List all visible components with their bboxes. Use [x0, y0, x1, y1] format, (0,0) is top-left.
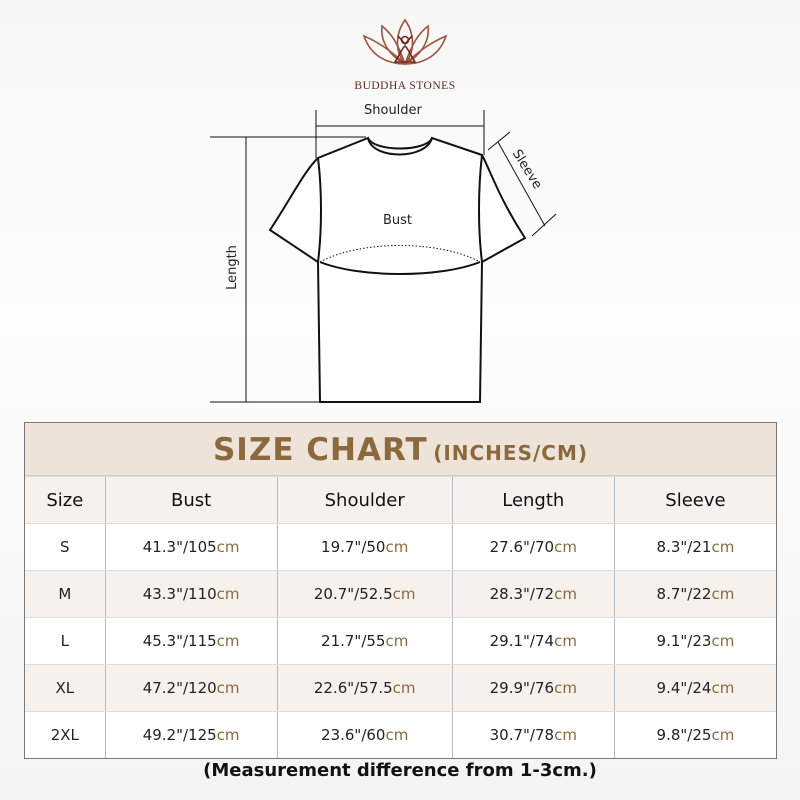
table-row: XL 47.2"/120 cm 22.6"/57.5 cm 29.9"/76 cm 9.4"/… — [25, 664, 776, 711]
cell-value: 29.9"/76 — [489, 679, 555, 697]
table-cell: 9.1"/23 cm — [613, 618, 776, 664]
cell-value: 23.6"/60 — [321, 726, 386, 744]
table-cell: 19.7"/50 cm — [276, 524, 452, 570]
shoulder-label: Shoulder — [364, 103, 422, 118]
unit-suffix: cm — [554, 538, 577, 556]
cell-value: 8.7"/22 — [656, 585, 712, 603]
cell-value: 19.7"/50 — [321, 538, 386, 556]
unit-suffix: cm — [392, 679, 416, 697]
cell-value: S — [60, 538, 70, 556]
table-cell: 47.2"/120 cm — [104, 665, 277, 711]
table-cell: 9.4"/24 cm — [613, 665, 776, 711]
unit-suffix: cm — [216, 538, 240, 556]
unit-suffix: cm — [554, 726, 577, 744]
table-cell: 22.6"/57.5 cm — [276, 665, 452, 711]
cell-value: 41.3"/105 — [142, 538, 217, 556]
brand-name: BUDDHA STONES — [354, 80, 456, 92]
unit-suffix: cm — [216, 726, 240, 744]
unit-suffix: cm — [385, 538, 409, 556]
unit-suffix: cm — [385, 726, 409, 744]
cell-value: 2XL — [50, 726, 79, 744]
unit-suffix: cm — [711, 538, 735, 556]
unit-suffix: cm — [216, 632, 240, 650]
table-cell: S — [25, 524, 105, 570]
table-row: 2XL 49.2"/125 cm 23.6"/60 cm 30.7"/78 cm 9.8"/2… — [25, 711, 776, 758]
length-label: Length — [224, 245, 240, 290]
table-cell: 49.2"/125 cm — [104, 712, 277, 758]
header-row: Size Bust Shoulder Length Sleeve — [25, 476, 776, 523]
table-cell: 20.7"/52.5 cm — [276, 571, 452, 617]
size-chart-title: SIZE CHART (INCHES/CM) — [25, 423, 776, 476]
header-bust: Bust — [104, 477, 277, 523]
table-cell: 29.9"/76 cm — [451, 665, 614, 711]
unit-suffix: cm — [711, 726, 735, 744]
size-chart-table: SIZE CHART (INCHES/CM) Size Bust Shoulde… — [24, 422, 777, 759]
table-cell: 27.6"/70 cm — [451, 524, 614, 570]
cell-value: 9.1"/23 — [656, 632, 712, 650]
cell-value: 21.7"/55 — [321, 632, 386, 650]
table-cell: 9.8"/25 cm — [613, 712, 776, 758]
tshirt-diagram — [210, 110, 557, 403]
table-cell: 28.3"/72 cm — [451, 571, 614, 617]
lotus-yoga-icon — [362, 18, 448, 66]
unit-suffix: cm — [554, 679, 577, 697]
cell-value: L — [60, 632, 69, 650]
unit-suffix: cm — [216, 585, 240, 603]
table-cell: 43.3"/110 cm — [104, 571, 277, 617]
table-cell: 30.7"/78 cm — [451, 712, 614, 758]
cell-value: 30.7"/78 — [489, 726, 555, 744]
cell-value: 22.6"/57.5 — [313, 679, 393, 697]
cell-value: 8.3"/21 — [656, 538, 712, 556]
cell-value: 27.6"/70 — [489, 538, 555, 556]
unit-suffix: cm — [385, 632, 409, 650]
unit-suffix: cm — [711, 585, 735, 603]
brand-logo: BUDDHA STONES — [340, 14, 470, 92]
cell-value: 29.1"/74 — [489, 632, 555, 650]
unit-suffix: cm — [554, 585, 577, 603]
table-cell: 45.3"/115 cm — [104, 618, 277, 664]
cell-value: XL — [55, 679, 75, 697]
table-row: L 45.3"/115 cm 21.7"/55 cm 29.1"/74 cm 9.1"/23 c… — [25, 617, 776, 664]
table-cell: 41.3"/105 cm — [104, 524, 277, 570]
unit-suffix: cm — [392, 585, 416, 603]
table-cell: 8.7"/22 cm — [613, 571, 776, 617]
unit-suffix: cm — [711, 632, 735, 650]
title-unit: (INCHES/CM) — [433, 441, 589, 465]
table-cell: 8.3"/21 cm — [613, 524, 776, 570]
measurement-note: (Measurement difference from 1-3cm.) — [203, 760, 597, 781]
header-shoulder: Shoulder — [276, 477, 452, 523]
cell-value: 9.4"/24 — [656, 679, 712, 697]
cell-value: M — [58, 585, 72, 603]
table-cell: 29.1"/74 cm — [451, 618, 614, 664]
cell-value: 9.8"/25 — [656, 726, 712, 744]
table-row: S 41.3"/105 cm 19.7"/50 cm 27.6"/70 cm 8.3"/21 c… — [25, 523, 776, 570]
unit-suffix: cm — [554, 632, 577, 650]
cell-value: 20.7"/52.5 — [313, 585, 393, 603]
table-cell: 2XL — [25, 712, 105, 758]
cell-value: 45.3"/115 — [142, 632, 217, 650]
table-cell: 21.7"/55 cm — [276, 618, 452, 664]
table-cell: 23.6"/60 cm — [276, 712, 452, 758]
bust-label: Bust — [383, 213, 413, 228]
table-cell: L — [25, 618, 105, 664]
header-length: Length — [451, 477, 614, 523]
table-row: M 43.3"/110 cm 20.7"/52.5 cm 28.3"/72 cm 8.7"/2… — [25, 570, 776, 617]
table-cell: XL — [25, 665, 105, 711]
header-sleeve: Sleeve — [613, 477, 776, 523]
cell-value: 47.2"/120 — [142, 679, 217, 697]
header-size: Size — [46, 489, 84, 511]
unit-suffix: cm — [711, 679, 735, 697]
unit-suffix: cm — [216, 679, 240, 697]
cell-value: 43.3"/110 — [142, 585, 217, 603]
table-cell: M — [25, 571, 105, 617]
cell-value: 49.2"/125 — [142, 726, 217, 744]
title-text: SIZE CHART — [212, 432, 428, 468]
cell-value: 28.3"/72 — [489, 585, 555, 603]
